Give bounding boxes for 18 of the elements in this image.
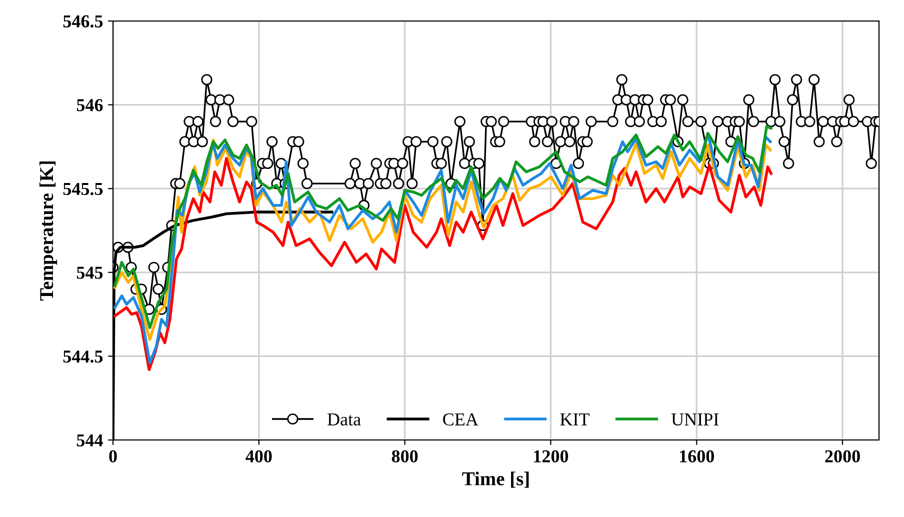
y-tick-label: 544 xyxy=(76,434,103,446)
x-tick-label: 0 xyxy=(109,450,117,462)
legend-label: UNIPI xyxy=(671,414,719,426)
y-tick-label: 546 xyxy=(76,99,103,112)
legend-label: CEA xyxy=(443,413,478,426)
x-tick-label: 400 xyxy=(246,450,272,462)
x-tick-label: 800 xyxy=(392,450,418,462)
y-axis-title: Temperature [K] xyxy=(39,161,58,301)
y-tick-label: 545 xyxy=(76,266,103,279)
y-tick-label: 546.5 xyxy=(63,15,103,28)
x-tick-label: 1200 xyxy=(534,450,568,462)
y-tick-label: 545.5 xyxy=(63,182,103,196)
x-axis-title: Time [s] xyxy=(462,472,529,488)
legend-label: KIT xyxy=(560,414,590,426)
legend-label: Data xyxy=(328,414,361,426)
x-tick-label: 2000 xyxy=(825,450,860,462)
x-tick-label: 1600 xyxy=(680,450,714,462)
y-tick-label: 544.5 xyxy=(63,350,103,363)
